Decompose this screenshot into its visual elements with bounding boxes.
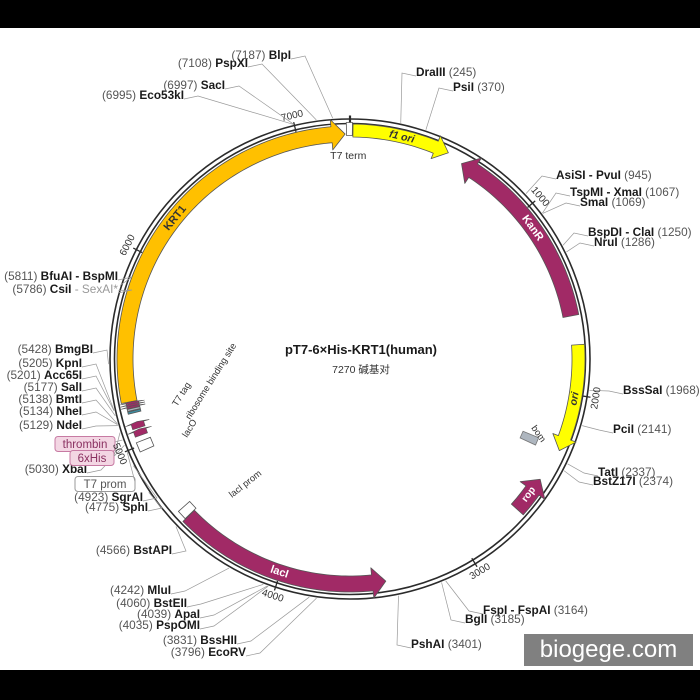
svg-text:(5811) BfuAI - BspMI: (5811) BfuAI - BspMI [4, 269, 118, 283]
svg-text:PciI (2141): PciI (2141) [613, 422, 671, 436]
svg-text:2000: 2000 [589, 386, 603, 410]
svg-text:(6997) SacI: (6997) SacI [163, 78, 225, 92]
svg-text:SmaI (1069): SmaI (1069) [580, 195, 646, 209]
svg-text:(5177) SalI: (5177) SalI [24, 380, 82, 394]
svg-text:BstZ17I (2374): BstZ17I (2374) [593, 474, 673, 488]
svg-text:(5786) CsiI - SexAI*: (5786) CsiI - SexAI* [12, 282, 118, 296]
svg-text:lacI prom: lacI prom [227, 468, 263, 500]
svg-text:3000: 3000 [468, 561, 493, 582]
svg-text:AsiSI - PvuI (945): AsiSI - PvuI (945) [556, 168, 652, 182]
svg-text:(5129) NdeI: (5129) NdeI [19, 418, 82, 432]
svg-text:(4923) SgrAI: (4923) SgrAI [74, 490, 143, 504]
svg-text:thrombin: thrombin [63, 439, 108, 451]
svg-text:(5201) Acc65I: (5201) Acc65I [7, 368, 82, 382]
svg-text:ribosome binding site: ribosome binding site [183, 341, 238, 421]
svg-text:(5138) BmtI: (5138) BmtI [18, 392, 82, 406]
svg-text:DraIII (245): DraIII (245) [416, 65, 476, 79]
svg-text:lacO: lacO [180, 418, 199, 440]
svg-text:(4242) MluI: (4242) MluI [110, 583, 171, 597]
svg-text:(4060) BstEII: (4060) BstEII [116, 596, 187, 610]
svg-text:PsiI (370): PsiI (370) [453, 80, 505, 94]
svg-text:(7187) BlpI: (7187) BlpI [231, 48, 291, 62]
svg-text:7000: 7000 [280, 108, 305, 124]
svg-text:1000: 1000 [528, 185, 551, 209]
svg-text:6xHis: 6xHis [78, 453, 107, 465]
svg-text:(3796) EcoRV: (3796) EcoRV [171, 645, 246, 659]
svg-text:T7 tag: T7 tag [170, 380, 192, 408]
svg-text:4000: 4000 [260, 588, 285, 605]
svg-text:(5134) NheI: (5134) NheI [19, 404, 82, 418]
svg-text:PshAI (3401): PshAI (3401) [411, 637, 482, 651]
svg-text:T7 term: T7 term [330, 150, 366, 162]
svg-text:(5205) KpnI: (5205) KpnI [18, 356, 82, 370]
svg-text:pT7-6×His-KRT1(human): pT7-6×His-KRT1(human) [285, 342, 437, 357]
svg-text:BssSaI (1968): BssSaI (1968) [623, 383, 700, 397]
svg-text:NruI (1286): NruI (1286) [594, 235, 655, 249]
svg-text:BglI (3185): BglI (3185) [465, 612, 525, 626]
svg-text:7270 碱基对: 7270 碱基对 [332, 363, 390, 376]
svg-text:(4566) BstAPI: (4566) BstAPI [96, 543, 172, 557]
svg-text:T7 prom: T7 prom [84, 479, 127, 491]
svg-text:(5428) BmgBI: (5428) BmgBI [18, 342, 93, 356]
svg-text:(3831) BssHII: (3831) BssHII [163, 633, 237, 647]
